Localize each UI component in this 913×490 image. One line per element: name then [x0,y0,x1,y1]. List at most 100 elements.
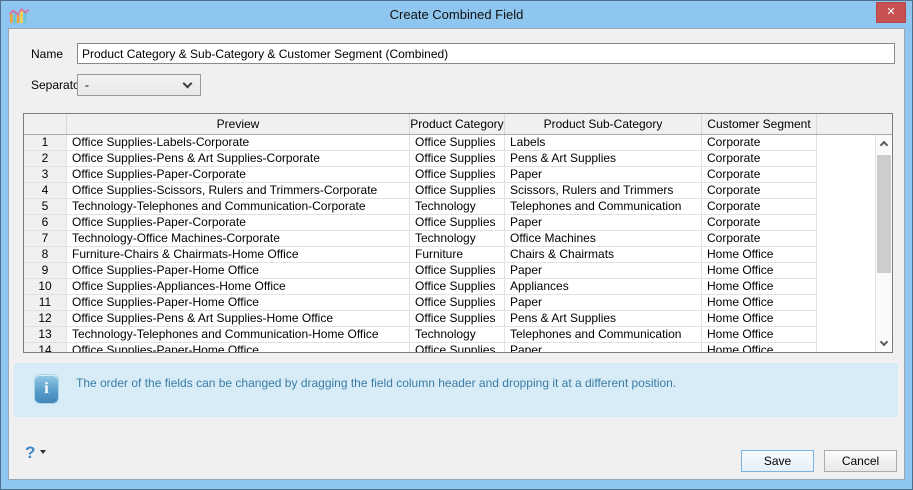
cell-segment: Home Office [702,279,817,295]
dialog-title: Create Combined Field [389,7,524,22]
cell-category: Technology [410,327,505,343]
cell-preview: Office Supplies-Paper-Home Office [67,295,410,311]
table-row: 1 Office Supplies-Labels-Corporate Office … [24,135,892,151]
table-row: 10 Office Supplies-Appliances-Home Office… [24,279,892,295]
name-label: Name [31,47,64,61]
scrollbar-thumb[interactable] [877,155,891,273]
cell-category: Office Supplies [410,135,505,151]
cell-num: 5 [24,199,67,215]
cell-preview: Furniture-Chairs & Chairmats-Home Office [67,247,410,263]
help-button[interactable]: ? [25,443,47,463]
cell-num: 8 [24,247,67,263]
cell-subcategory: Paper [505,167,702,183]
cell-category: Office Supplies [410,183,505,199]
table-row: 6 Office Supplies-Paper-Corporate Office S… [24,215,892,231]
cell-category: Office Supplies [410,295,505,311]
cell-subcategory: Scissors, Rulers and Trimmers [505,183,702,199]
cell-category: Office Supplies [410,279,505,295]
cell-segment: Home Office [702,343,817,352]
cell-segment: Corporate [702,151,817,167]
table-row: 13 Technology-Telephones and Communicatio… [24,327,892,343]
cell-subcategory: Pens & Art Supplies [505,151,702,167]
cell-segment: Home Office [702,263,817,279]
cell-subcategory: Paper [505,263,702,279]
cell-preview: Technology-Office Machines-Corporate [67,231,410,247]
table-row: 12 Office Supplies-Pens & Art Supplies-Ho… [24,311,892,327]
preview-table: Preview Product Category Product Sub-Cat… [23,113,893,353]
cell-category: Office Supplies [410,343,505,352]
cell-subcategory: Paper [505,343,702,352]
title-bar: Create Combined Field ✕ [1,1,912,28]
cell-preview: Office Supplies-Paper-Home Office [67,263,410,279]
cell-subcategory: Pens & Art Supplies [505,311,702,327]
cell-subcategory: Chairs & Chairmats [505,247,702,263]
cell-segment: Corporate [702,135,817,151]
cell-num: 1 [24,135,67,151]
cell-subcategory: Paper [505,215,702,231]
table-row: 9 Office Supplies-Paper-Home Office Office… [24,263,892,279]
cell-subcategory: Paper [505,295,702,311]
info-message: The order of the fields can be changed b… [76,376,677,390]
table-row: 5 Technology-Telephones and Communication… [24,199,892,215]
cell-subcategory: Labels [505,135,702,151]
cell-segment: Home Office [702,327,817,343]
cell-segment: Corporate [702,183,817,199]
scrollbar-up-button[interactable] [876,135,892,151]
cell-category: Furniture [410,247,505,263]
cell-num: 3 [24,167,67,183]
cell-preview: Office Supplies-Pens & Art Supplies-Home… [67,311,410,327]
save-button[interactable]: Save [741,450,814,472]
cell-num: 13 [24,327,67,343]
table-body: 1 Office Supplies-Labels-Corporate Office … [24,135,892,352]
separator-dropdown[interactable]: - [77,74,201,96]
help-dropdown-caret-icon [40,450,47,454]
cell-preview: Office Supplies-Scissors, Rulers and Tri… [67,183,410,199]
info-banner: i The order of the fields can be changed… [14,363,898,417]
scrollbar-down-icon [879,337,889,347]
column-header-product-sub-category[interactable]: Product Sub-Category [505,114,702,134]
cell-subcategory: Telephones and Communication [505,327,702,343]
cell-num: 11 [24,295,67,311]
cell-category: Office Supplies [410,167,505,183]
scrollbar-down-button[interactable] [876,336,892,352]
cell-segment: Corporate [702,199,817,215]
column-header-preview[interactable]: Preview [67,114,410,134]
cell-num: 12 [24,311,67,327]
close-button[interactable]: ✕ [876,2,906,23]
app-chart-icon [9,7,29,23]
cell-segment: Corporate [702,167,817,183]
table-row: 3 Office Supplies-Paper-Corporate Office S… [24,167,892,183]
table-header-row: Preview Product Category Product Sub-Cat… [24,114,892,135]
help-question-icon: ? [25,443,36,462]
table-row: 8 Furniture-Chairs & Chairmats-Home Offic… [24,247,892,263]
table-row: 11 Office Supplies-Paper-Home Office Offic… [24,295,892,311]
table-row: 14 Office Supplies-Paper-Home Office Offic… [24,343,892,352]
dialog-body: Name Separator - Preview Product Categor… [8,28,905,480]
cell-subcategory: Office Machines [505,231,702,247]
column-header-product-category[interactable]: Product Category [410,114,505,134]
cell-num: 10 [24,279,67,295]
cell-preview: Office Supplies-Labels-Corporate [67,135,410,151]
cancel-button[interactable]: Cancel [824,450,897,472]
cell-num: 7 [24,231,67,247]
cell-subcategory: Appliances [505,279,702,295]
scrollbar-up-icon [879,140,889,150]
vertical-scrollbar[interactable] [875,135,892,352]
name-input[interactable] [77,43,895,64]
table-row: 7 Technology-Office Machines-Corporate Tec… [24,231,892,247]
cell-preview: Office Supplies-Pens & Art Supplies-Corp… [67,151,410,167]
column-header-customer-segment[interactable]: Customer Segment [702,114,817,134]
cell-category: Office Supplies [410,311,505,327]
cell-segment: Home Office [702,311,817,327]
cell-preview: Technology-Telephones and Communication-… [67,199,410,215]
cell-category: Office Supplies [410,263,505,279]
separator-value: - [85,78,89,92]
column-header-rownum [24,114,67,134]
table-row: 4 Office Supplies-Scissors, Rulers and Tr… [24,183,892,199]
cell-category: Technology [410,231,505,247]
cell-category: Office Supplies [410,151,505,167]
cell-num: 14 [24,343,67,352]
cell-preview: Office Supplies-Paper-Home Office [67,343,410,352]
info-icon: i [35,375,58,403]
